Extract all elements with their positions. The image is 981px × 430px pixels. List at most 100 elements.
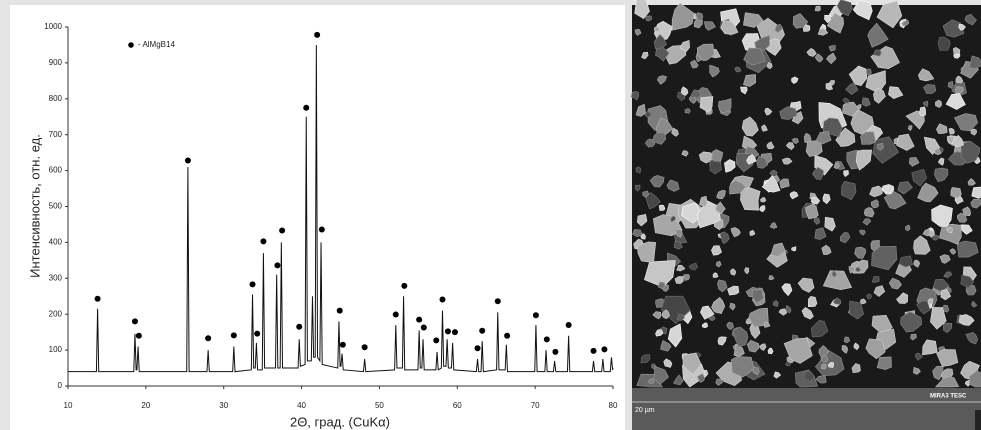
sem-particle [814,53,824,63]
sem-particle [897,181,913,195]
sem-particle [943,322,953,333]
sem-particle [862,218,872,226]
sem-particle [729,180,747,195]
y-tick-label: 400 [49,238,63,247]
sem-particle [754,35,770,51]
sem-particle [871,276,880,283]
sem-particle [971,186,981,199]
sem-particle [648,378,655,385]
sem-particle [636,213,648,227]
sem-particle [930,307,947,330]
sem-particle [953,53,961,59]
sem-particle [919,106,927,116]
sem-particle [815,349,845,377]
sem-particle [637,241,657,264]
sem-particle [858,229,866,236]
sem-particle [936,123,948,134]
sem-particle [683,274,690,281]
sem-particle [634,0,650,19]
y-tick-label: 0 [58,381,63,390]
sem-particle [842,101,860,117]
sem-particle [917,182,939,203]
sem-particle [873,49,882,57]
sem-particle [672,374,684,386]
sem-particle [828,45,836,52]
sem-particle [791,76,799,84]
sem-particle [720,20,739,35]
peak-marker [401,282,408,289]
sem-particle [703,21,716,31]
sem-particle [888,86,904,99]
sem-particle [743,47,766,66]
sem-particle [853,342,860,351]
sem-particle [666,179,680,192]
sem-particle [934,148,942,156]
sem-particle [939,254,951,264]
sem-particle [911,169,927,187]
sem-particle [746,340,760,353]
sem-particle [634,28,642,36]
sem-particle [896,133,915,151]
sem-particle [821,244,832,255]
sem-particle [940,289,952,301]
sem-particle [640,354,651,364]
peak-marker [260,238,267,245]
sem-particle [960,140,981,164]
peak-marker [318,226,325,233]
sem-particle [688,95,697,104]
sem-particle [680,86,689,96]
peak-marker [274,262,281,269]
sem-particle [748,307,769,328]
sem-particle [950,187,962,199]
sem-particle [917,68,935,82]
sem-particle [866,293,872,300]
peak-marker [504,332,511,339]
sem-particle [768,275,775,281]
sem-particle [934,376,960,388]
sem-particle [724,159,736,173]
y-tick-label: 200 [49,309,63,318]
sem-particle [797,277,815,293]
sem-particle [883,191,907,210]
sem-particle [681,202,703,224]
x-tick-label: 60 [453,401,462,410]
peak-marker [494,298,501,305]
sem-particle [730,227,741,238]
sem-particle [763,321,771,328]
sem-particle [946,227,953,234]
sem-particle [785,305,792,314]
sem-particle [870,199,879,209]
sem-particle [758,343,767,351]
sem-particle [761,124,768,132]
sem-particle [910,333,917,341]
sem-particle [938,157,945,166]
sem-particle [681,150,689,157]
x-tick-label: 50 [375,401,384,410]
sem-particle [913,259,920,268]
peak-marker [279,227,286,234]
sem-particle [908,157,920,167]
sem-particle [690,89,702,99]
legend-label: - AlMgB14 [138,40,175,49]
sem-particle [873,285,886,297]
y-axis-title: Интенсивность, отн. ед. [27,134,42,278]
sem-particle [834,162,840,170]
sem-particle [764,107,773,116]
y-tick-label: 1000 [44,22,62,31]
sem-particle [815,375,827,384]
sem-particle [863,207,875,218]
sem-particle [778,308,788,316]
y-tick-label: 700 [49,130,63,139]
sem-particle [869,185,883,198]
sem-particle [899,255,913,268]
sem-particle [726,321,734,331]
sem-particle [872,136,900,164]
sem-particle [922,339,938,356]
sem-particle [867,22,889,48]
sem-particle [676,264,686,272]
sem-particle [696,43,715,61]
sem-particle [849,300,864,320]
x-tick-label: 40 [297,401,306,410]
sem-particle [901,19,910,27]
sem-particle [814,227,827,240]
